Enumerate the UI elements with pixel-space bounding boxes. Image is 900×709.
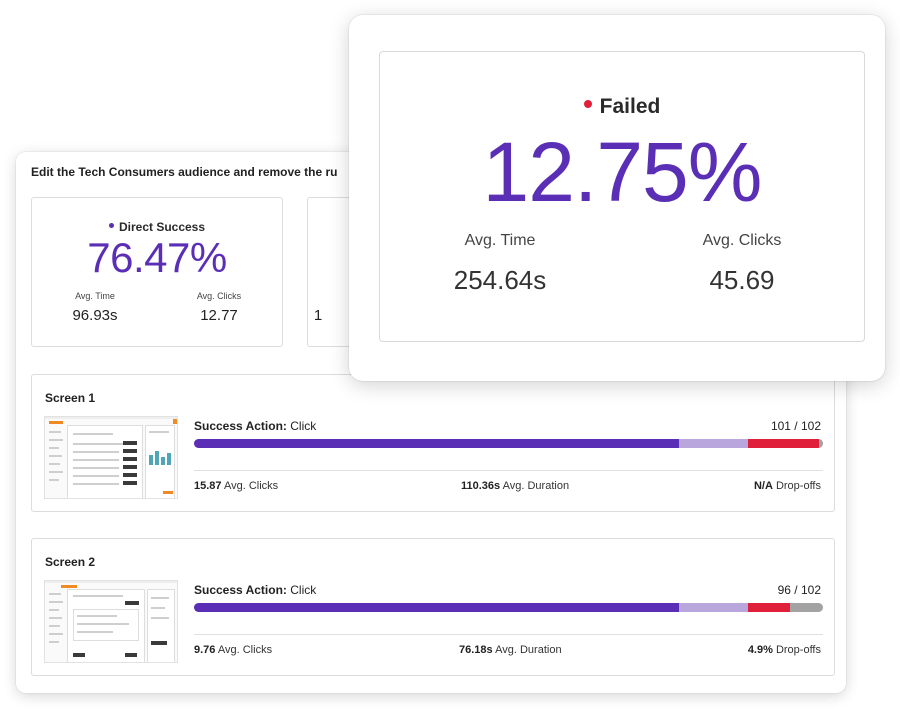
failed-metric-card: Failed 12.75% Avg. Time 254.64s Avg. Cli…	[379, 51, 865, 342]
avg-clicks-stat: 15.87 Avg. Clicks	[194, 480, 279, 492]
failed-dot-icon	[583, 100, 592, 109]
screen-thumbnail[interactable]	[44, 416, 178, 499]
direct-success-segment	[194, 603, 679, 612]
failed-segment	[747, 603, 791, 612]
direct-success-segment	[194, 439, 679, 448]
avg-clicks-label: Avg. Clicks	[196, 291, 242, 301]
screen-card[interactable]: Screen 1	[31, 374, 835, 512]
avg-duration-stat: 110.36s Avg. Duration	[461, 480, 570, 492]
avg-time-value: 96.93s	[72, 307, 118, 324]
second-card-partial-value: 1	[313, 307, 323, 324]
direct-success-dot-icon	[108, 223, 114, 229]
dropoffs-stat: N/A Drop-offs	[753, 480, 821, 492]
avg-time-value: 254.64s	[453, 265, 547, 295]
avg-clicks-label: Avg. Clicks	[702, 232, 782, 249]
failed-label: Failed	[599, 95, 661, 118]
avg-duration-stat: 76.18s Avg. Duration	[459, 644, 562, 656]
success-action: Success Action: Click	[194, 419, 317, 433]
result-bar	[194, 439, 823, 448]
indirect-success-segment	[678, 439, 748, 448]
screen-title: Screen 2	[45, 555, 96, 569]
indirect-success-segment	[678, 603, 748, 612]
failed-segment	[747, 439, 820, 448]
success-ratio: 96 / 102	[777, 583, 821, 597]
screen-card[interactable]: Screen 2 Success Action:	[31, 538, 835, 676]
avg-clicks-stat: 9.76 Avg. Clicks	[194, 644, 273, 656]
direct-success-card: Direct Success 76.47% Avg. Time 96.93s A…	[31, 197, 283, 347]
failed-percent: 12.75%	[482, 125, 763, 219]
failed-metric-popout: Failed 12.75% Avg. Time 254.64s Avg. Cli…	[349, 15, 885, 381]
success-ratio: 101 / 102	[770, 419, 821, 433]
screen-title: Screen 1	[45, 391, 96, 405]
avg-time-label: Avg. Time	[75, 291, 115, 301]
screen-thumbnail[interactable]	[44, 580, 178, 663]
direct-success-label: Direct Success	[118, 220, 206, 234]
dropoffs-stat: 4.9% Drop-offs	[747, 644, 821, 656]
divider	[194, 470, 823, 471]
avg-time-label: Avg. Time	[464, 232, 536, 249]
success-action: Success Action: Click	[194, 583, 317, 597]
avg-clicks-value: 12.77	[200, 307, 238, 324]
task-title: Edit the Tech Consumers audience and rem…	[31, 165, 338, 179]
direct-success-percent: 76.47%	[87, 234, 227, 281]
result-bar	[194, 603, 823, 612]
divider	[194, 634, 823, 635]
avg-clicks-value: 45.69	[709, 265, 775, 295]
skipped-segment	[790, 603, 823, 612]
skipped-segment	[819, 439, 823, 448]
